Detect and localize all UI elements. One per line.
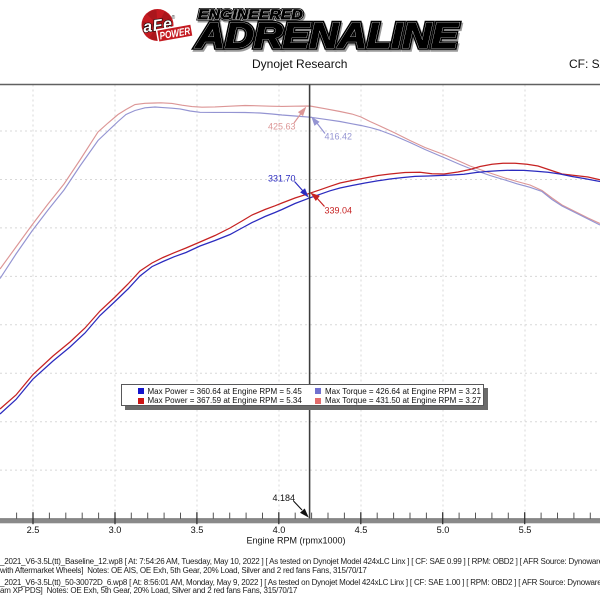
svg-text:5.0: 5.0 bbox=[437, 525, 450, 535]
svg-text:339.04: 339.04 bbox=[325, 206, 353, 216]
svg-text:POWER: POWER bbox=[159, 25, 192, 42]
svg-text:®: ® bbox=[172, 14, 176, 21]
svg-text:2.5: 2.5 bbox=[27, 525, 40, 535]
svg-text:425.63: 425.63 bbox=[268, 122, 296, 132]
svg-text:5.5: 5.5 bbox=[519, 525, 532, 535]
svg-text:ENGINEERED: ENGINEERED bbox=[198, 8, 303, 23]
svg-text:ENGINEERED: ENGINEERED bbox=[198, 8, 303, 23]
svg-text:331.70: 331.70 bbox=[268, 174, 296, 184]
svg-text:3.0: 3.0 bbox=[109, 525, 122, 535]
svg-text:4.184: 4.184 bbox=[273, 493, 296, 503]
svg-text:ADRENALINE: ADRENALINE bbox=[195, 16, 459, 55]
svg-text:3.5: 3.5 bbox=[191, 525, 204, 535]
svg-text:416.42: 416.42 bbox=[325, 132, 353, 142]
svg-text:ADRENALINE: ADRENALINE bbox=[195, 16, 459, 55]
svg-text:ENGINEERED: ENGINEERED bbox=[199, 10, 304, 25]
svg-text:ADRENALINE: ADRENALINE bbox=[195, 16, 459, 55]
svg-text:4.5: 4.5 bbox=[355, 525, 368, 535]
svg-text:ENGINEERED: ENGINEERED bbox=[198, 8, 303, 23]
svg-text:Engine RPM (rpmx1000): Engine RPM (rpmx1000) bbox=[246, 536, 345, 546]
svg-text:4.0: 4.0 bbox=[273, 525, 286, 535]
svg-text:ADRENALINE: ADRENALINE bbox=[196, 18, 460, 56]
